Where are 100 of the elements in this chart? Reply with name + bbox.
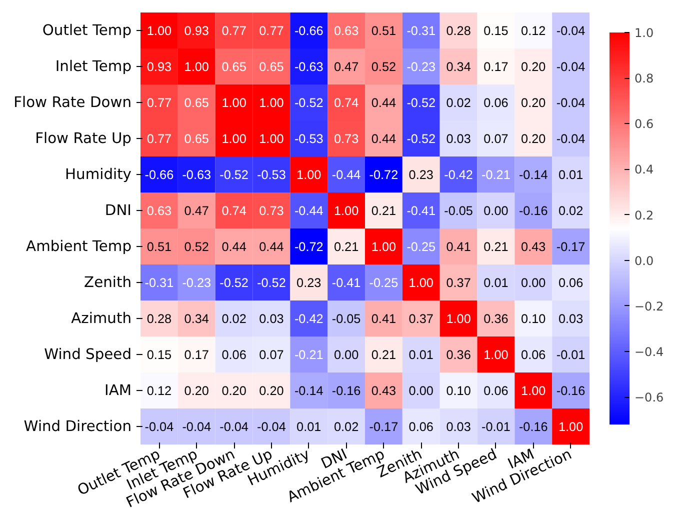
color-bar-label: 0.0: [634, 254, 654, 268]
data-label: 1.00: [371, 240, 396, 254]
data-label: 0.36: [484, 312, 508, 326]
data-label: -0.21: [482, 168, 510, 182]
data-label: 0.06: [484, 96, 508, 110]
data-label: -0.05: [332, 312, 361, 326]
data-label: 0.03: [558, 312, 584, 326]
data-label: -0.31: [406, 24, 436, 38]
data-label: 0.07: [484, 132, 508, 146]
data-label: 1.00: [521, 384, 546, 398]
data-label: -0.04: [556, 96, 586, 110]
data-label: -0.04: [257, 420, 286, 434]
data-label: 0.41: [371, 312, 396, 326]
data-label: 0.03: [446, 132, 471, 146]
data-label: -0.72: [369, 168, 398, 182]
data-label: 1.00: [222, 96, 246, 110]
data-label: -0.52: [257, 276, 286, 290]
data-label: -0.41: [332, 276, 361, 290]
data-label: 0.51: [146, 240, 172, 254]
data-label: 1.00: [558, 420, 584, 434]
data-label: 0.01: [408, 348, 434, 362]
data-label: -0.42: [444, 168, 473, 182]
data-label: -0.63: [182, 168, 212, 182]
data-label: -0.16: [556, 384, 586, 398]
y-tick-label: Ambient Temp: [26, 238, 132, 255]
y-tick-label: Wind Direction: [24, 418, 132, 435]
data-label: 0.20: [259, 384, 284, 398]
y-tick-label: IAM: [104, 382, 132, 399]
y-tick-label: DNI: [104, 202, 132, 219]
data-label: 0.12: [521, 24, 546, 38]
data-label: 0.10: [521, 312, 546, 326]
data-label: 0.00: [484, 204, 508, 218]
data-label: -0.04: [556, 24, 586, 38]
data-label: -0.41: [406, 204, 436, 218]
data-label: 0.73: [334, 132, 359, 146]
data-label: -0.16: [518, 420, 548, 434]
data-label: -0.23: [406, 60, 436, 74]
data-label: 1.00: [296, 168, 322, 182]
data-label: 0.52: [184, 240, 209, 254]
data-label: 0.51: [371, 24, 396, 38]
data-label: 0.63: [146, 204, 172, 218]
data-label: -0.16: [518, 204, 548, 218]
color-bar-label: −0.4: [634, 345, 664, 360]
data-label: -0.04: [144, 420, 174, 434]
data-label: -0.16: [332, 384, 361, 398]
y-tick-label: Zenith: [84, 274, 132, 291]
data-label: 0.93: [146, 60, 172, 74]
data-label: 0.77: [146, 132, 172, 146]
data-label: -0.31: [144, 276, 174, 290]
y-tick-label: Azimuth: [71, 310, 132, 327]
data-label: 0.00: [521, 276, 546, 290]
data-label: 0.15: [484, 24, 508, 38]
data-label: 0.44: [222, 240, 246, 254]
data-label: -0.04: [220, 420, 248, 434]
data-label: -0.04: [182, 420, 212, 434]
y-tick-label: Flow Rate Down: [14, 94, 132, 111]
data-label: 0.02: [222, 312, 246, 326]
data-label: 0.23: [408, 168, 434, 182]
y-tick-label: Outlet Temp: [42, 22, 132, 39]
data-label: -0.25: [406, 240, 436, 254]
data-label: -0.52: [220, 168, 248, 182]
data-label: 0.44: [371, 132, 396, 146]
data-label: 1.00: [408, 276, 434, 290]
data-label: 0.01: [296, 420, 322, 434]
data-label: 0.00: [334, 348, 359, 362]
data-label: -0.44: [332, 168, 361, 182]
data-label: 0.65: [222, 60, 246, 74]
data-label: -0.23: [182, 276, 212, 290]
data-label: 0.12: [146, 384, 172, 398]
color-bar-label: 1.0: [634, 26, 654, 40]
data-label: 0.52: [371, 60, 396, 74]
data-label: -0.05: [444, 204, 473, 218]
data-label: -0.72: [294, 240, 324, 254]
data-label: -0.63: [294, 60, 324, 74]
data-label: 0.20: [222, 384, 246, 398]
data-label: 0.01: [558, 168, 584, 182]
data-label: 0.21: [484, 240, 508, 254]
data-label: 0.74: [334, 96, 359, 110]
data-label: 0.44: [259, 240, 284, 254]
data-label: 0.34: [446, 60, 471, 74]
color-bar-label: 0.6: [634, 117, 654, 132]
data-label: 0.21: [371, 204, 396, 218]
data-label: -0.66: [144, 168, 174, 182]
data-label: -0.42: [294, 312, 324, 326]
data-label: 1.00: [259, 96, 284, 110]
data-label: 0.03: [259, 312, 284, 326]
data-label: -0.04: [556, 60, 586, 74]
data-label: 0.93: [184, 24, 209, 38]
color-bar-label: −0.2: [634, 299, 664, 314]
data-label: -0.52: [406, 132, 436, 146]
data-label: 0.20: [521, 132, 546, 146]
data-label: 0.63: [334, 24, 359, 38]
data-label: 0.06: [222, 348, 246, 362]
data-label: 0.02: [558, 204, 584, 218]
data-label: 0.44: [371, 96, 396, 110]
data-label: -0.44: [294, 204, 324, 218]
data-label: 0.02: [334, 420, 359, 434]
data-label: -0.25: [369, 276, 398, 290]
data-label: 0.03: [446, 420, 471, 434]
data-label: 0.10: [446, 384, 471, 398]
